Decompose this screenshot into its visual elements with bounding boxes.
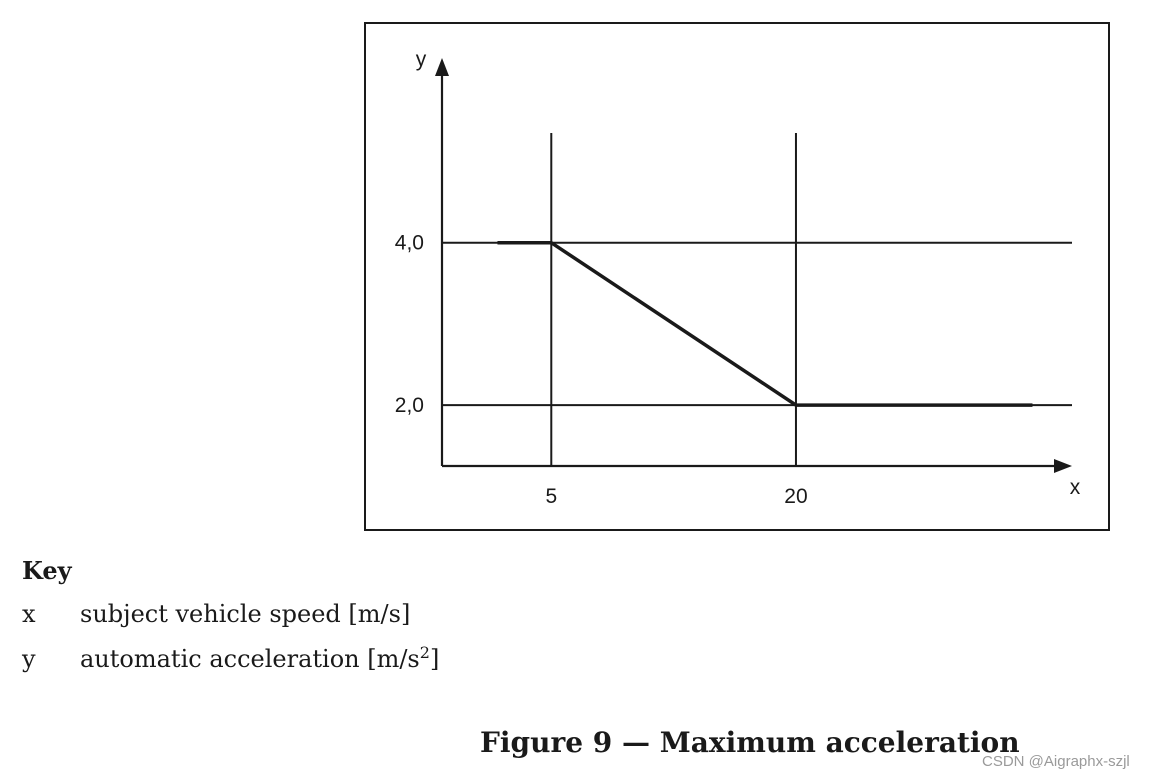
key-superscript: 2 — [419, 643, 430, 662]
y-axis-label: y — [416, 48, 427, 71]
key-text-y: automatic acceleration [m/s — [80, 645, 420, 673]
series-line-0 — [497, 240, 1033, 407]
watermark: CSDN @Aigraphx-szjl — [982, 753, 1130, 770]
figure-frame — [364, 22, 1110, 531]
y-tick-label-1: 4,0 — [395, 232, 424, 255]
key-symbol-x: x — [22, 600, 36, 628]
y-tick-label-0: 2,0 — [395, 394, 424, 417]
x-tick-label-1: 20 — [784, 485, 807, 508]
x-axis-label: x — [1070, 476, 1081, 499]
key-title: Key — [22, 556, 72, 585]
key-row-y: y automatic acceleration [m/s2] — [22, 643, 439, 673]
y-axis-arrow — [435, 58, 449, 76]
x-axis-arrow — [1054, 459, 1072, 473]
x-tick-label-0: 5 — [545, 485, 557, 508]
key-text-x: subject vehicle speed [m/s] — [80, 600, 411, 628]
key-symbol-y: y — [22, 645, 36, 673]
key-row-x: x subject vehicle speed [m/s] — [22, 600, 410, 628]
key-text-y-tail: ] — [429, 645, 440, 673]
figure-caption: Figure 9 — Maximum acceleration — [480, 726, 1020, 759]
